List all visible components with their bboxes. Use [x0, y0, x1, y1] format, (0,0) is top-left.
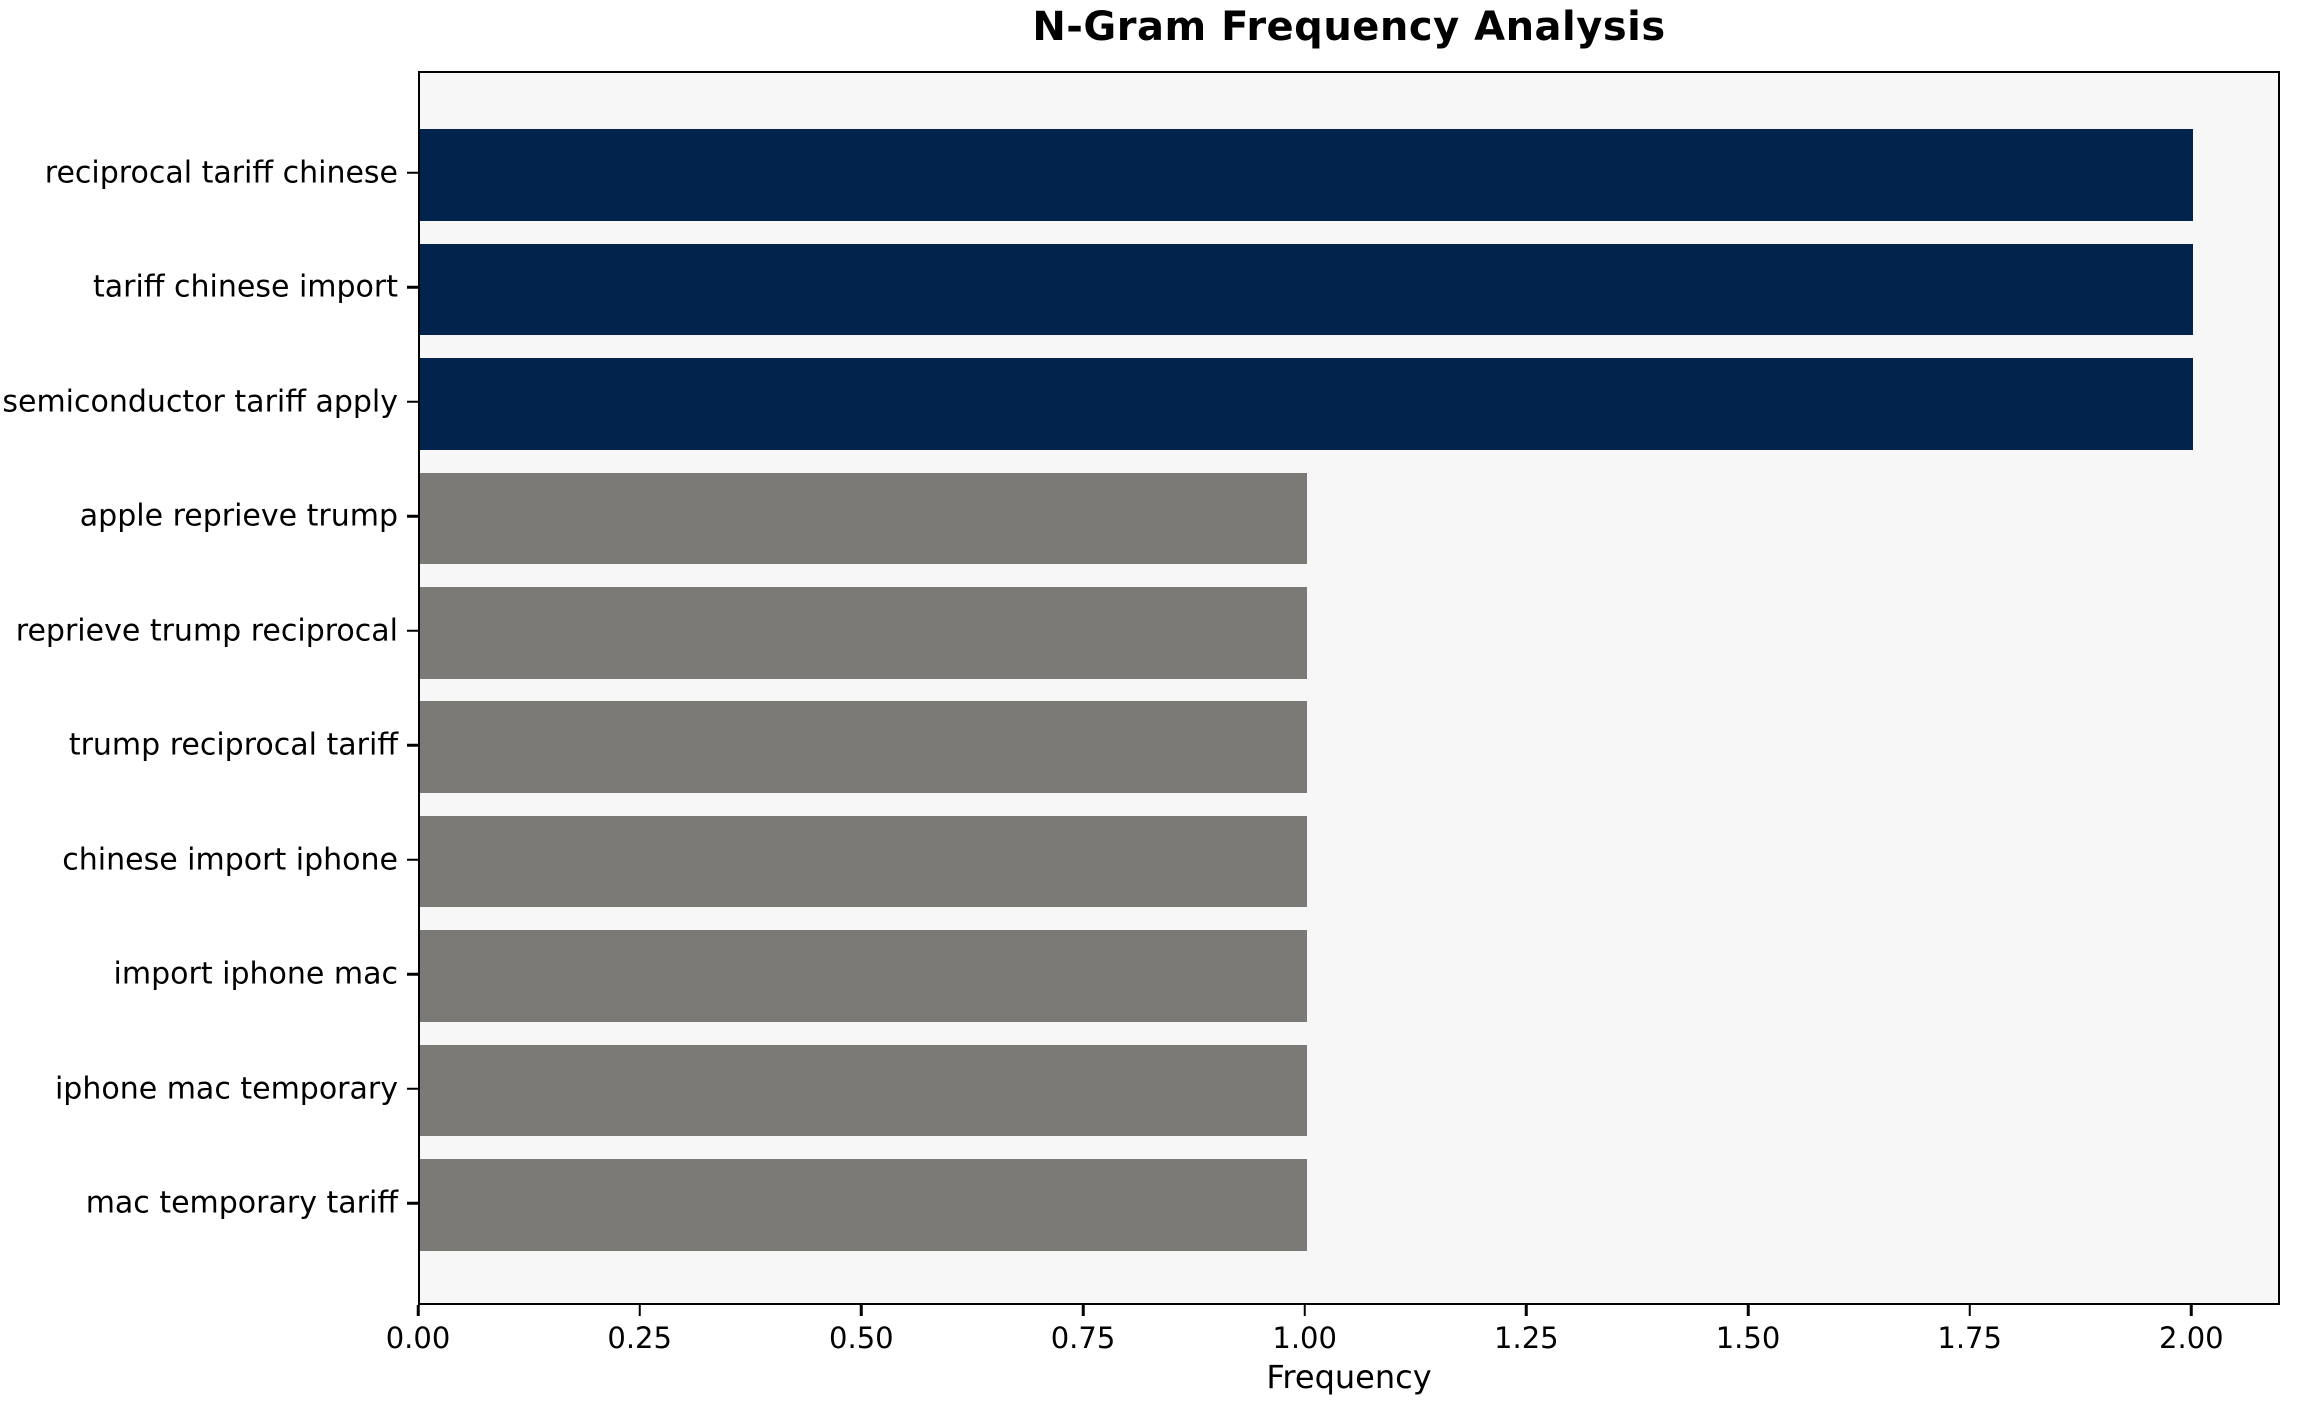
y-tick-mark: [407, 743, 418, 747]
y-tick-label: apple reprieve trump: [79, 498, 398, 534]
y-tick-mark: [407, 171, 418, 175]
x-tick-mark: [638, 1305, 641, 1316]
y-tick-label: import iphone mac: [113, 956, 398, 992]
y-tick-label: semiconductor tariff apply: [2, 384, 398, 420]
y-tick-label: reciprocal tariff chinese: [44, 155, 398, 191]
bar: [420, 1044, 1307, 1137]
x-tick-label: 2.00: [2159, 1321, 2224, 1355]
x-tick-label: 0.75: [1050, 1321, 1116, 1355]
x-tick-mark: [1525, 1305, 1528, 1316]
x-tick-mark: [1968, 1305, 1971, 1316]
x-tick-label: 0.50: [829, 1321, 894, 1355]
bar: [420, 243, 2194, 336]
y-tick-mark: [407, 515, 418, 518]
x-tick-mark: [416, 1305, 420, 1316]
y-tick-mark: [407, 972, 418, 976]
x-tick-mark: [2190, 1305, 2193, 1316]
bar: [420, 701, 1307, 793]
bar: [420, 930, 1307, 1022]
chart-title: N-Gram Frequency Analysis: [1032, 4, 1666, 50]
bar: [420, 472, 1307, 565]
bar: [420, 1159, 1307, 1251]
y-tick-mark: [407, 286, 418, 289]
y-tick-label: tariff chinese import: [92, 269, 398, 305]
x-tick-label: 0.25: [607, 1321, 672, 1355]
y-tick-mark: [407, 629, 418, 632]
y-tick-label: reprieve trump reciprocal: [15, 613, 398, 649]
y-tick-mark: [407, 1087, 418, 1090]
x-tick-label: 1.50: [1715, 1321, 1781, 1355]
y-tick-label: mac temporary tariff: [85, 1185, 398, 1221]
y-tick-mark: [407, 1201, 418, 1205]
plot-area: [418, 71, 2280, 1305]
x-tick-label: 1.75: [1937, 1321, 2002, 1355]
y-tick-label: chinese import iphone: [62, 842, 398, 878]
x-tick-label: 1.00: [1272, 1321, 1337, 1355]
x-tick-label: 0.00: [385, 1321, 451, 1355]
x-tick-mark: [1081, 1305, 1085, 1316]
x-tick-mark: [1303, 1305, 1306, 1316]
bar: [420, 129, 2194, 221]
y-tick-label: trump reciprocal tariff: [68, 727, 398, 763]
x-tick-mark: [860, 1305, 863, 1316]
y-tick-mark: [407, 400, 418, 404]
x-axis-label: Frequency: [1266, 1358, 1432, 1396]
y-tick-mark: [407, 858, 418, 861]
x-tick-mark: [1746, 1305, 1750, 1316]
y-tick-label: iphone mac temporary: [54, 1071, 398, 1107]
bar: [420, 815, 1307, 908]
bar: [420, 358, 2194, 450]
x-tick-label: 1.25: [1494, 1321, 1559, 1355]
bar: [420, 586, 1307, 679]
